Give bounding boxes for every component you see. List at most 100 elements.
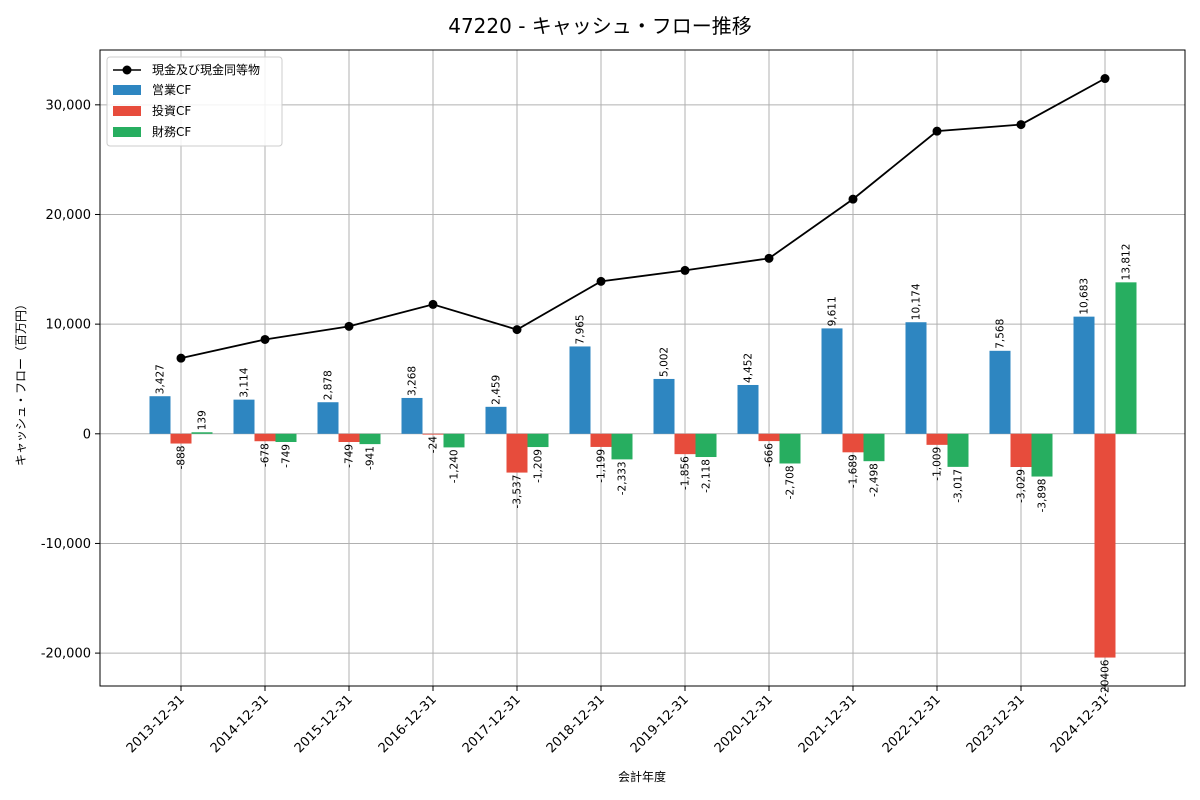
x-tick-label: 2020-12-31 (712, 692, 776, 756)
bar-value-label: -20406 (1100, 659, 1112, 697)
bar-value-label: 10,683 (1079, 278, 1091, 315)
bar-financing (1031, 433, 1053, 477)
x-tick-label: 2013-12-31 (124, 692, 188, 756)
bar-value-label: 139 (197, 410, 209, 430)
bar-value-label: -888 (176, 446, 188, 470)
bar-financing (1115, 282, 1137, 434)
x-tick-label: 2022-12-31 (880, 692, 944, 756)
bar-investing (1010, 433, 1032, 468)
bar-value-label: -1,689 (848, 454, 860, 488)
bar-financing (359, 433, 381, 445)
cash-point (176, 353, 186, 363)
bar-value-label: 3,268 (407, 366, 419, 396)
bar-financing (443, 433, 465, 448)
bar-investing (422, 433, 444, 435)
cash-line-path (180, 77, 1106, 360)
bar-value-label: -2,118 (701, 459, 713, 493)
x-axis-label: 会計年度 (618, 769, 666, 784)
bar-operating (317, 402, 339, 434)
bar-investing (842, 433, 864, 453)
bar-value-label: -3,898 (1037, 479, 1049, 513)
bar-investing (506, 433, 528, 473)
bars (149, 282, 1137, 658)
bar-value-label: 4,452 (743, 353, 755, 383)
bar-value-label: -3,537 (512, 475, 524, 509)
cash-point (932, 126, 942, 136)
y-tick-label: 10,000 (46, 318, 92, 333)
bar-value-label: -678 (260, 443, 272, 467)
cash-point (428, 299, 438, 309)
bar-investing (674, 433, 696, 455)
x-axis: 2013-12-31 2014-12-31 2015-12-31 2016-12-31… (124, 686, 1112, 756)
bar-financing (611, 433, 633, 460)
bar-financing (779, 433, 801, 464)
bar-value-label: -2,498 (869, 463, 881, 497)
cash-line (176, 74, 1110, 363)
bar-operating (149, 396, 171, 434)
y-tick-label: -10,000 (41, 537, 91, 552)
value-labels: 3,427 3,114 2,878 3,268 2,459 7,965 5,002 4,452… (155, 244, 1133, 697)
bar-value-label: 7,568 (995, 319, 1007, 349)
bar-investing (170, 433, 192, 444)
y-tick-label: 0 (83, 427, 91, 442)
chart-title: 47220 - キャッシュ・フロー推移 (448, 14, 752, 38)
bar-investing (590, 433, 612, 447)
x-tick-label: 2023-12-31 (964, 692, 1028, 756)
x-tick-label: 2018-12-31 (544, 692, 608, 756)
bar-value-label: -3,029 (1016, 469, 1028, 503)
bar-value-label: -1,199 (596, 449, 608, 483)
bar-operating (1073, 316, 1095, 434)
bar-operating (401, 397, 423, 434)
x-tick-label: 2021-12-31 (796, 692, 860, 756)
cash-point (596, 276, 606, 286)
bar-value-label: 10,174 (911, 283, 923, 320)
cash-point (848, 194, 858, 204)
bar-operating (485, 406, 507, 434)
plot-frame (99, 49, 1186, 687)
x-tick-label: 2014-12-31 (208, 692, 272, 756)
bar-financing (947, 433, 969, 467)
legend: 現金及び現金同等物 営業CF 投資CF 財務CF (106, 56, 283, 147)
bar-investing (1094, 433, 1116, 658)
bar-value-label: -666 (764, 443, 776, 467)
legend-label-cash: 現金及び現金同等物 (152, 62, 260, 77)
cash-point (512, 325, 522, 335)
cash-point (344, 321, 354, 331)
legend-label-financing: 財務CF (152, 124, 191, 139)
bar-value-label: 13,812 (1121, 244, 1133, 281)
bar-value-label: -24 (428, 436, 440, 453)
bar-operating (233, 399, 255, 434)
bar-value-label: -1,240 (449, 449, 461, 483)
legend-swatch-investing (113, 106, 141, 116)
cash-point (680, 265, 690, 275)
bar-value-label: 5,002 (659, 347, 671, 377)
y-axis: -20,000 -10,000 0 10,000 20,000 30,000 (41, 98, 100, 662)
bar-value-label: -3,017 (953, 469, 965, 503)
cash-point (1016, 120, 1026, 130)
bar-financing (863, 433, 885, 462)
bar-financing (275, 433, 297, 443)
bar-operating (737, 384, 759, 434)
bar-financing (695, 433, 717, 458)
y-tick-label: -20,000 (41, 647, 91, 662)
x-tick-label: 2019-12-31 (628, 692, 692, 756)
bar-value-label: -2,333 (617, 461, 629, 495)
bar-value-label: -1,856 (680, 456, 692, 490)
y-tick-label: 30,000 (46, 98, 92, 113)
bar-investing (758, 433, 780, 442)
bar-value-label: 9,611 (827, 296, 839, 326)
bar-value-label: -1,209 (533, 449, 545, 483)
bar-value-label: 2,459 (491, 375, 503, 405)
legend-swatch-financing (113, 127, 141, 137)
bar-value-label: -749 (344, 444, 356, 468)
bar-value-label: -2,708 (785, 465, 797, 499)
bar-investing (338, 433, 360, 443)
bar-operating (569, 346, 591, 434)
y-tick-label: 20,000 (46, 208, 92, 223)
cash-point (764, 253, 774, 263)
bar-financing (191, 432, 213, 434)
legend-swatch-operating (113, 85, 141, 95)
bar-operating (905, 322, 927, 434)
bar-value-label: -749 (281, 444, 293, 468)
